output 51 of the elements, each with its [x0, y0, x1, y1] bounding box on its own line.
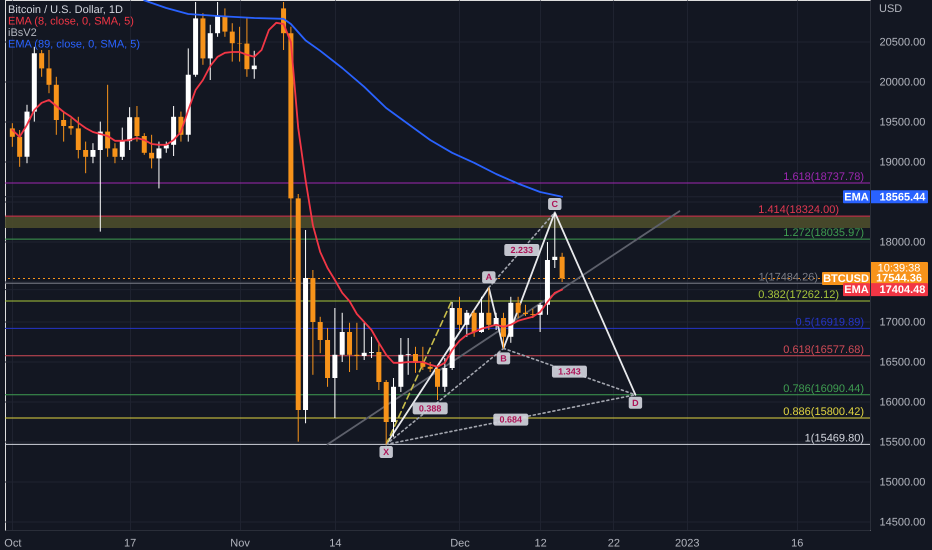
text: 10:39:38 [878, 262, 920, 274]
annotation: EMA [844, 191, 869, 204]
x-tick-label: 2023 [674, 538, 700, 550]
y-tick-label: 18565.44 [880, 191, 926, 204]
ref-line-label: 1.618(18737.78) [783, 170, 864, 183]
x-tick-label: Nov [230, 538, 250, 550]
y-tick-label: 17000.00 [880, 316, 926, 328]
ref-line-label: 0.5(16919.89) [796, 316, 864, 328]
y-tick-label: 17404.48 [880, 284, 926, 296]
y-tick-label: 16500.00 [880, 356, 926, 368]
x-tick-label: 12 [534, 538, 547, 550]
x-tick-label: 22 [608, 538, 620, 550]
y-tick-label: 20500.00 [880, 36, 926, 48]
x-tick-label: Dec [450, 538, 470, 550]
text: EMA (8, close, 0, SMA, 5) [8, 16, 134, 28]
y-tick-label: 16000.00 [880, 396, 926, 408]
x-tick-label: 14 [329, 538, 342, 550]
y-tick-label: 15500.00 [880, 436, 926, 448]
x-tick-label: Oct [4, 538, 22, 550]
ref-line-label: 1(15469.80) [804, 432, 864, 444]
y-tick-label: 18000.00 [880, 236, 926, 248]
annotation: iBsV2 [8, 27, 37, 39]
ref-line-label: 0.786(16090.44) [783, 382, 864, 395]
ref-line-label: 0.618(16577.68) [783, 344, 864, 356]
text: 17544.36 [876, 272, 922, 284]
y-tick-label: 20000.00 [880, 76, 926, 88]
annotation: 2.233 [510, 245, 534, 255]
annotation: D [632, 398, 640, 408]
chart-title: Bitcoin / U.S. Dollar, 1D [8, 4, 123, 16]
annotation: B [500, 353, 508, 364]
annotation: 0.388 [418, 403, 442, 414]
annotation: X [383, 447, 390, 457]
annotation: BTCUSD [823, 272, 869, 285]
y-tick-label: 19500.00 [880, 116, 926, 128]
ref-line-label: 1.414(18324.00) [758, 204, 839, 216]
y-tick-label: 19000.00 [880, 156, 926, 168]
ref-line-label: 1(17484.26) [758, 271, 818, 284]
ref-line-label: 1.272(18035.97) [783, 227, 864, 240]
y-axis-title: USD [879, 3, 902, 15]
annotation: C [552, 199, 559, 209]
annotation: 0.684 [500, 414, 522, 425]
annotation: 1.343 [558, 366, 581, 377]
annotation: EMA [844, 284, 869, 296]
x-tick-label: 16 [791, 538, 804, 550]
y-tick-label: 14500.00 [880, 516, 926, 528]
y-tick-label: 15000.00 [880, 476, 926, 488]
annotation: A [486, 272, 493, 282]
text: EMA (89, close, 0, SMA, 5) [8, 38, 140, 50]
ref-line-label: 0.382(17262.12) [758, 289, 839, 302]
ref-line-label: 0.886(15800.42) [783, 406, 864, 418]
x-tick-label: 17 [124, 538, 136, 550]
